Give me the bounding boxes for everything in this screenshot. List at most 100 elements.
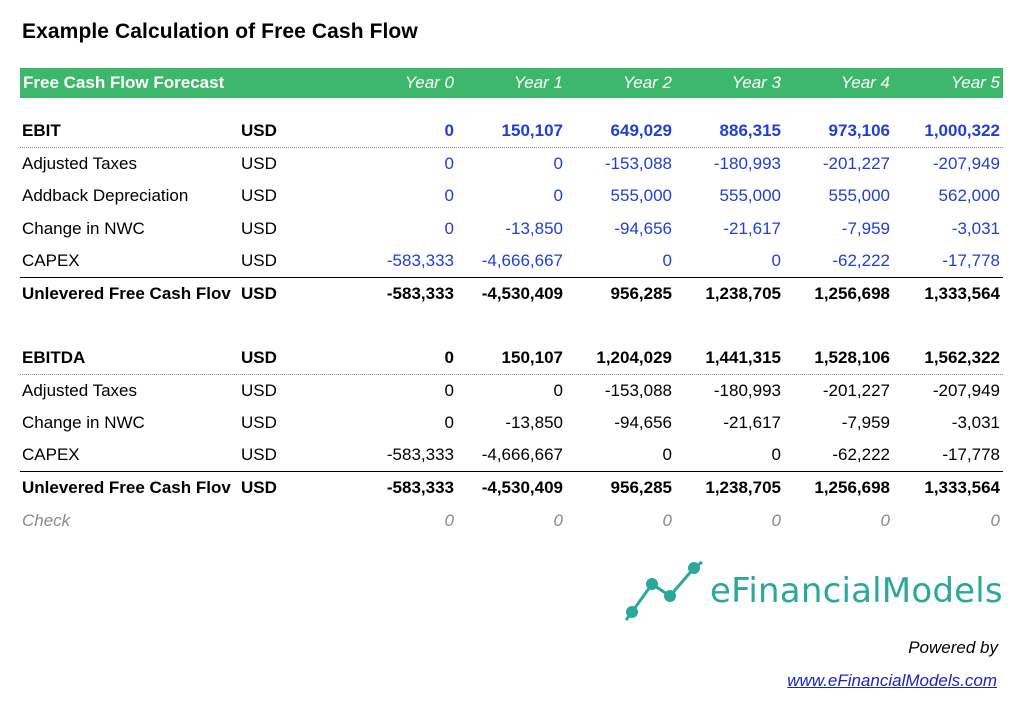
row-value: 0 (444, 218, 454, 238)
row-value: 0 (662, 250, 672, 270)
row-value: 1,528,106 (814, 347, 890, 367)
row-unit: USD (241, 186, 277, 206)
table-row-change-in-nwc: Change in NWC USD 0 -13,850 -94,656 -21,… (20, 407, 1003, 440)
row-unit: USD (241, 120, 277, 140)
row-value: -153,088 (604, 153, 672, 173)
row-value: -7,959 (841, 218, 890, 238)
row-value: -583,333 (386, 478, 454, 498)
row-unit: USD (241, 218, 277, 238)
row-value: -4,530,409 (481, 283, 563, 303)
row-value: 150,107 (501, 347, 563, 367)
header-year: Year 2 (622, 73, 672, 92)
row-value: 0 (444, 120, 454, 140)
row-value: 1,441,315 (705, 347, 781, 367)
table-row-capex: CAPEX USD -583,333 -4,666,667 0 0 -62,22… (20, 440, 1003, 472)
row-value: 1,256,698 (814, 283, 890, 303)
row-label: Unlevered Free Cash Flov (22, 283, 231, 303)
row-value: 150,107 (501, 120, 563, 140)
row-unit: USD (241, 380, 277, 400)
row-label: Unlevered Free Cash Flov (22, 478, 231, 498)
row-value: 0 (771, 445, 781, 465)
row-value: -21,617 (723, 218, 781, 238)
row-value: -180,993 (713, 153, 781, 173)
row-value: 1,238,705 (705, 283, 781, 303)
row-value: 1,238,705 (705, 478, 781, 498)
website-link[interactable]: www.eFinancialModels.com (787, 671, 997, 690)
row-value: -201,227 (822, 380, 890, 400)
table-row-capex: CAPEX USD -583,333 -4,666,667 0 0 -62,22… (20, 245, 1003, 278)
row-value: 0 (444, 413, 454, 433)
row-value: -94,656 (614, 218, 672, 238)
spacer (20, 310, 1003, 342)
row-value: 0 (771, 250, 781, 270)
row-value: -207,949 (932, 153, 1000, 173)
row-value: 0 (444, 380, 454, 400)
header-year: Year 5 (950, 73, 1000, 92)
row-unit: USD (241, 413, 277, 433)
table-row-unlevered-fcf: Unlevered Free Cash Flov USD -583,333 -4… (20, 278, 1003, 311)
row-label: Check (22, 510, 71, 530)
table-row-check: Check 0 0 0 0 0 0 (20, 505, 1003, 538)
row-value: 956,285 (610, 283, 672, 303)
row-value: 956,285 (610, 478, 672, 498)
row-value: -4,530,409 (481, 478, 563, 498)
table-row-adjusted-taxes: Adjusted Taxes USD 0 0 -153,088 -180,993… (20, 375, 1003, 408)
row-value: 562,000 (938, 186, 1000, 206)
row-value: 0 (662, 510, 672, 530)
row-value: -3,031 (951, 413, 1000, 433)
row-value: -153,088 (604, 380, 672, 400)
header-year: Year 1 (513, 73, 563, 92)
row-value: -207,949 (932, 380, 1000, 400)
row-unit: USD (241, 250, 277, 270)
row-value: -94,656 (614, 413, 672, 433)
row-unit: USD (241, 283, 277, 303)
row-label: EBITDA (22, 347, 86, 367)
row-value: -180,993 (713, 380, 781, 400)
row-value: -201,227 (822, 153, 890, 173)
row-value: 0 (553, 186, 563, 206)
spreadsheet: Free Cash Flow Forecast Year 0 Year 1 Ye… (20, 68, 1003, 537)
row-value: 0 (662, 445, 672, 465)
row-value: -21,617 (723, 413, 781, 433)
row-value: 555,000 (828, 186, 890, 206)
row-label: Addback Depreciation (22, 186, 189, 206)
spacer (20, 98, 1003, 115)
row-unit: USD (241, 445, 277, 465)
row-label: EBIT (22, 120, 61, 140)
row-value: 555,000 (610, 186, 672, 206)
table-row-adjusted-taxes: Adjusted Taxes USD 0 0 -153,088 -180,993… (20, 148, 1003, 181)
row-value: 0 (880, 510, 890, 530)
row-value: 555,000 (719, 186, 781, 206)
row-value: -4,666,667 (481, 250, 563, 270)
table-row-addback-depreciation: Addback Depreciation USD 0 0 555,000 555… (20, 180, 1003, 213)
row-value: 1,562,322 (924, 347, 1000, 367)
row-value: 0 (444, 186, 454, 206)
row-value: -583,333 (386, 250, 454, 270)
row-value: -17,778 (942, 250, 1000, 270)
row-value: 0 (444, 153, 454, 173)
row-value: 0 (444, 510, 454, 530)
header-year: Year 4 (840, 73, 890, 92)
row-label: CAPEX (22, 445, 80, 465)
row-value: 0 (771, 510, 781, 530)
row-value: 973,106 (828, 120, 890, 140)
row-value: 0 (990, 510, 1000, 530)
row-value: -7,959 (841, 413, 890, 433)
row-value: -62,222 (832, 250, 890, 270)
line-chart-icon (624, 560, 703, 621)
page-title: Example Calculation of Free Cash Flow (22, 20, 418, 43)
table-row-ebit: EBIT USD 0 150,107 649,029 886,315 973,1… (20, 115, 1003, 148)
header-label: Free Cash Flow Forecast (23, 73, 225, 92)
row-unit: USD (241, 153, 277, 173)
table-row-unlevered-fcf: Unlevered Free Cash Flov USD -583,333 -4… (20, 472, 1003, 505)
row-value: 1,000,322 (924, 120, 1000, 140)
powered-by-label: Powered by (908, 638, 998, 657)
row-value: 0 (444, 347, 454, 367)
header-year: Year 0 (404, 73, 454, 92)
row-label: CAPEX (22, 250, 80, 270)
row-value: 649,029 (610, 120, 672, 140)
row-value: 886,315 (719, 120, 781, 140)
row-value: 1,256,698 (814, 478, 890, 498)
table-header-row: Free Cash Flow Forecast Year 0 Year 1 Ye… (20, 68, 1003, 98)
row-value: -583,333 (386, 283, 454, 303)
